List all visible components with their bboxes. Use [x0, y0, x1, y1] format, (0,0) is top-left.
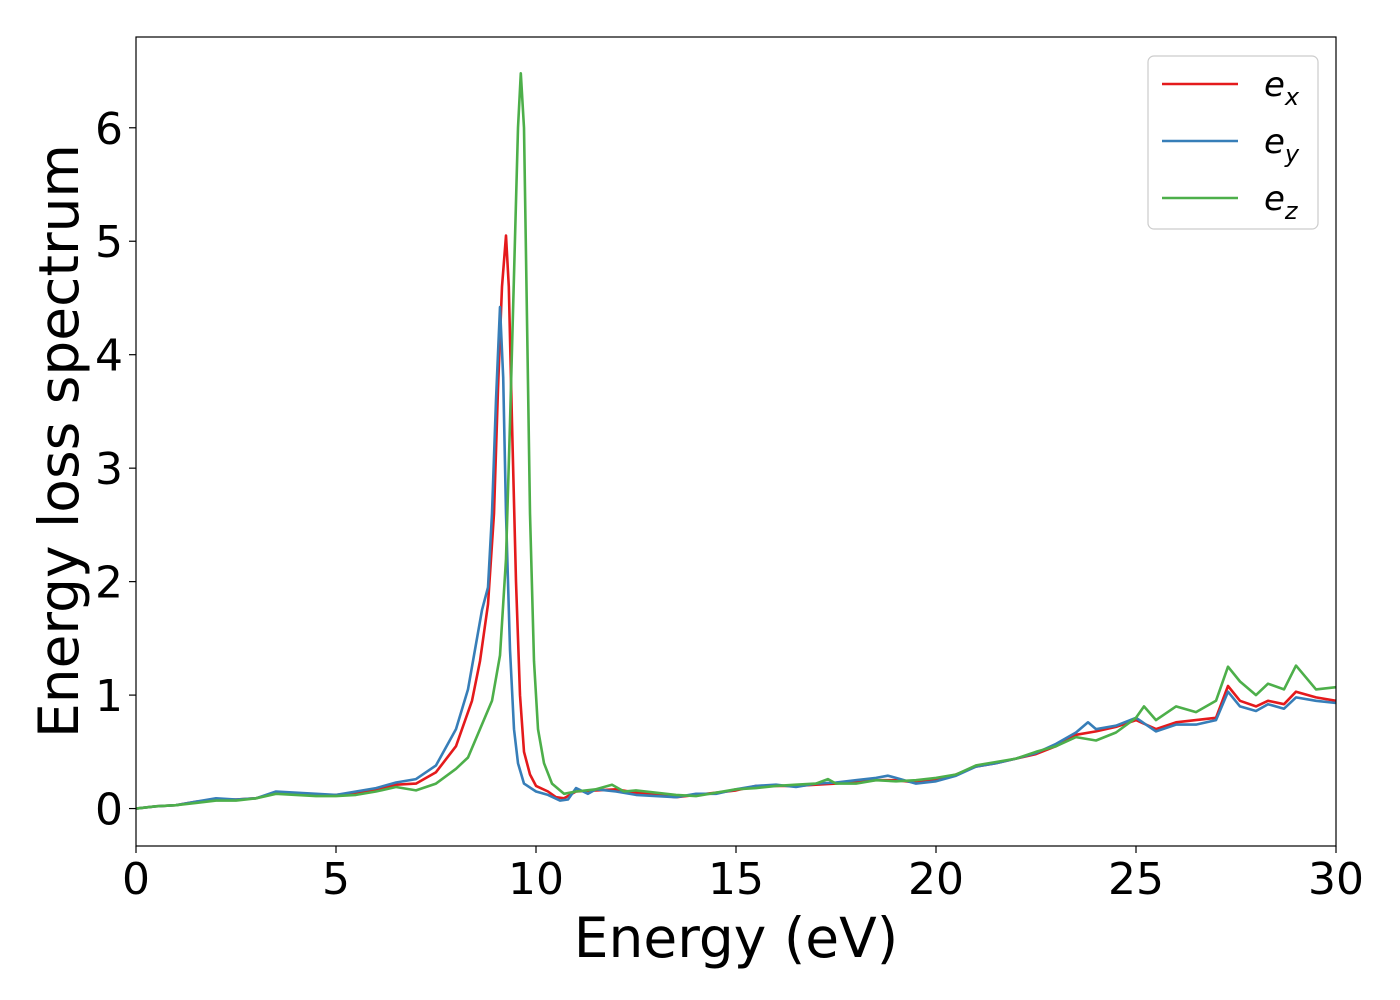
- series-layer: [135, 72, 1337, 810]
- legend-label-x: ex: [1264, 65, 1300, 111]
- x-tick-label: 25: [1108, 854, 1164, 905]
- y-tick-label: 3: [95, 444, 123, 495]
- y-tick-label: 6: [95, 104, 123, 155]
- x-tick-label: 15: [708, 854, 764, 905]
- y-tick-label: 4: [95, 331, 123, 382]
- x-axis-title: Energy (eV): [574, 906, 898, 970]
- x-tick-label: 30: [1308, 854, 1364, 905]
- x-tick-label: 5: [322, 854, 350, 905]
- y-axis-title: Energy loss spectrum: [27, 144, 91, 738]
- y-axis: 0 1 2 3 4 5 6: [95, 104, 136, 836]
- legend-label-z: ez: [1264, 179, 1299, 225]
- y-tick-label: 2: [95, 558, 123, 609]
- legend-label-subscript: x: [1284, 83, 1300, 111]
- legend-label-subscript: z: [1284, 197, 1299, 225]
- x-tick-label: 20: [908, 854, 964, 905]
- legend-label-base: e: [1264, 65, 1285, 105]
- legend-label-base: e: [1264, 122, 1285, 162]
- series-line-x: [135, 234, 1337, 810]
- series-line-z: [135, 72, 1337, 810]
- series-line-y: [135, 305, 1337, 810]
- legend-label-y: ey: [1264, 122, 1300, 168]
- x-tick-label: 10: [508, 854, 564, 905]
- y-tick-label: 5: [95, 217, 123, 268]
- legend-box: [1147, 55, 1319, 230]
- legend-label-subscript: y: [1284, 140, 1300, 168]
- legend-label-base: e: [1264, 179, 1285, 219]
- y-tick-label: 1: [95, 671, 123, 722]
- x-axis: 0 5 10 15 20 25 30: [122, 846, 1364, 905]
- y-tick-label: 0: [95, 785, 123, 836]
- x-tick-label: 0: [122, 854, 150, 905]
